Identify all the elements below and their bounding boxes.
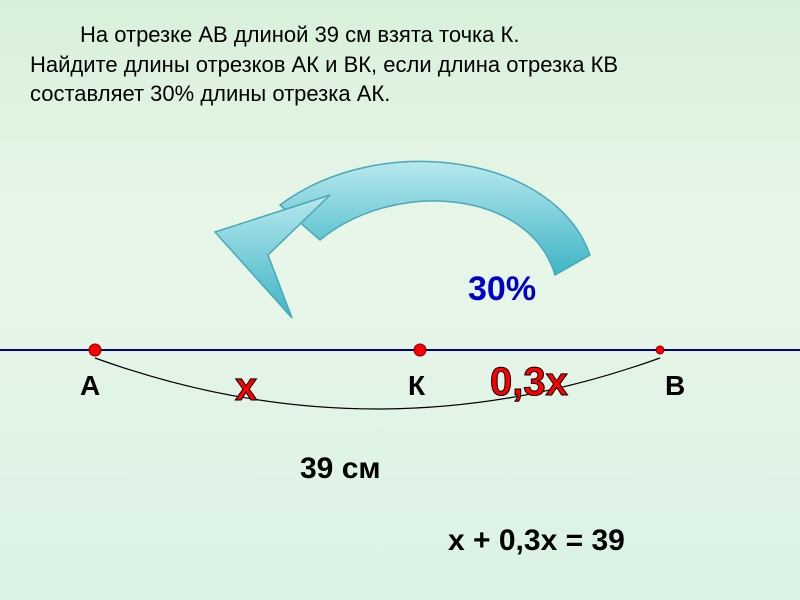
point-k-label: К: [408, 370, 426, 401]
percent-label: 30%: [468, 270, 536, 308]
point-k-dot: [414, 344, 426, 356]
point-b-dot: [656, 346, 664, 354]
var-bk-label: 0,3х: [490, 360, 568, 404]
point-a-dot: [89, 344, 101, 356]
geometry-diagram: 30% А х К 0,3х В 39 см х + 0,3х = 39: [0, 0, 800, 600]
curve-arrow-body: [280, 161, 590, 275]
var-ak-label: х: [235, 365, 257, 409]
point-a-label: А: [80, 370, 100, 401]
total-length-label: 39 см: [300, 452, 381, 485]
total-length-arc: [95, 358, 660, 409]
equation-label: х + 0,3х = 39: [448, 524, 625, 557]
point-b-label: В: [665, 370, 685, 401]
